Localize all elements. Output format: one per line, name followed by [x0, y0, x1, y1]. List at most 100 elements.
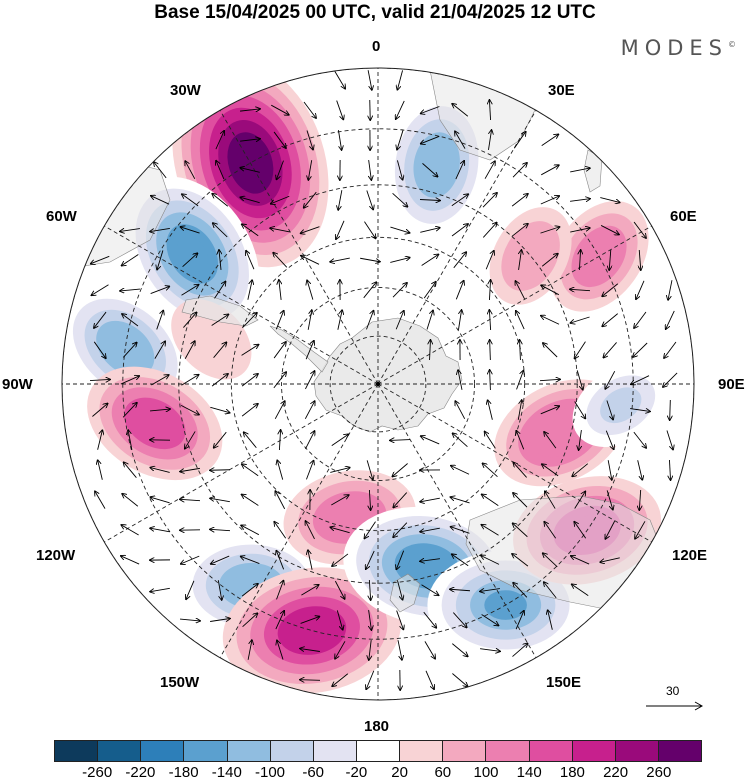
wind-vector-20 — [455, 131, 466, 149]
wind-vector-162 — [605, 370, 616, 389]
colorbar-bin-8 — [400, 741, 444, 761]
wind-vector-98 — [279, 280, 281, 300]
wind-vector-136 — [213, 342, 227, 358]
wind-vector-129 — [602, 313, 619, 327]
wind-vector-221 — [122, 494, 139, 507]
wind-vector-291 — [242, 613, 258, 628]
wind-vector-60 — [270, 228, 290, 233]
wind-vector-278 — [276, 581, 284, 600]
wind-vector-208 — [330, 468, 349, 473]
wind-vector-154 — [241, 374, 258, 387]
wind-vector-233 — [482, 494, 499, 506]
wind-vector-271 — [543, 553, 558, 568]
reference-vector-value: 30 — [666, 684, 680, 698]
wind-vector-205 — [242, 464, 259, 477]
wind-vector-50 — [482, 193, 497, 208]
colorbar-bin-6 — [313, 741, 357, 761]
colorbar-bin-3 — [184, 741, 228, 761]
anomaly-3-ring-4 — [107, 331, 143, 366]
wind-vector-77 — [219, 250, 221, 270]
wind-vector-246 — [330, 527, 350, 534]
wind-vector-262 — [276, 551, 285, 570]
wind-vector-197 — [605, 430, 613, 450]
wind-vector-90 — [609, 249, 611, 270]
wind-vector-66 — [451, 224, 468, 237]
wind-vector-16 — [337, 130, 341, 150]
south-pole-marker — [376, 382, 380, 386]
wind-vector-219 — [669, 459, 670, 480]
wind-vector-80 — [301, 256, 320, 265]
wind-vector-295 — [369, 610, 372, 630]
wind-vector-266 — [396, 550, 405, 570]
wind-vector-79 — [273, 253, 288, 268]
wind-vector-195 — [544, 432, 557, 449]
wind-vector-317 — [452, 673, 467, 687]
lon-label-90e: 90E — [718, 376, 745, 393]
wind-vector-35 — [484, 161, 495, 179]
wind-vector-14 — [273, 131, 286, 148]
wind-vector-306 — [369, 640, 371, 660]
wind-vector-85 — [453, 252, 466, 269]
wind-vector-93 — [120, 289, 140, 291]
wind-vector-222 — [150, 497, 170, 504]
wind-vector-307 — [397, 640, 402, 660]
wind-vector-245 — [305, 521, 315, 540]
wind-vector-26 — [216, 161, 225, 180]
wind-vector-81 — [330, 257, 350, 262]
wind-vector-283 — [421, 584, 439, 596]
colorbar-bin-12 — [572, 741, 616, 761]
wind-vector-272 — [571, 556, 590, 565]
wind-vector-158 — [490, 370, 491, 391]
meridian-300 — [104, 225, 379, 385]
wind-vector-268 — [452, 554, 469, 567]
wind-vector-256 — [635, 521, 646, 538]
wind-vector-99 — [307, 280, 314, 300]
wind-vector-73 — [91, 255, 110, 263]
wind-vector-311 — [512, 643, 527, 657]
wind-vector-76 — [182, 253, 198, 268]
wind-vector-192 — [453, 433, 468, 448]
wind-vector-113 — [122, 314, 139, 327]
wind-vector-276 — [217, 580, 221, 600]
colorbar-tick-10: 140 — [516, 764, 542, 781]
wind-vector-125 — [489, 310, 490, 331]
wind-vector-169 — [210, 406, 229, 412]
colorbar-tick-8: 60 — [434, 764, 452, 781]
wind-vector-102 — [392, 283, 407, 298]
wind-vector-68 — [511, 224, 528, 237]
wind-vector-304 — [300, 649, 320, 652]
wind-vector-163 — [631, 375, 650, 385]
wind-vector-199 — [666, 430, 673, 449]
wind-vector-236 — [574, 492, 586, 509]
wind-vector-78 — [246, 251, 255, 270]
wind-vector-107 — [541, 285, 560, 296]
wind-vector-87 — [519, 250, 522, 270]
wind-vector-41 — [212, 194, 229, 207]
wind-vector-273 — [600, 557, 620, 562]
wind-vector-261 — [241, 556, 260, 564]
wind-vector-121 — [366, 311, 374, 330]
wind-vector-202 — [150, 468, 170, 473]
wind-vector-8 — [396, 100, 405, 119]
meridian-60 — [377, 225, 652, 385]
wind-vector-209 — [366, 460, 373, 479]
wind-vector-284 — [450, 589, 471, 590]
wind-vector-58 — [213, 223, 228, 238]
wind-vector-130 — [634, 311, 647, 328]
wind-vector-51 — [511, 194, 528, 207]
wind-vector-308 — [424, 641, 435, 658]
wind-vector-34 — [455, 161, 464, 180]
wind-vector-196 — [579, 430, 582, 450]
wind-vector-228 — [331, 495, 348, 506]
wind-vector-201 — [124, 462, 137, 478]
wind-vector-237 — [606, 490, 613, 509]
colorbar-bin-11 — [529, 741, 573, 761]
wind-vector-5 — [303, 101, 316, 118]
wind-vector-64 — [390, 226, 409, 233]
wind-vector-95 — [181, 285, 199, 296]
wind-vector-49 — [451, 194, 468, 207]
latitude-circle-80s — [329, 335, 427, 433]
wind-vector-109 — [602, 283, 619, 297]
wind-vector-159 — [516, 371, 524, 390]
wind-vector-74 — [122, 254, 139, 265]
